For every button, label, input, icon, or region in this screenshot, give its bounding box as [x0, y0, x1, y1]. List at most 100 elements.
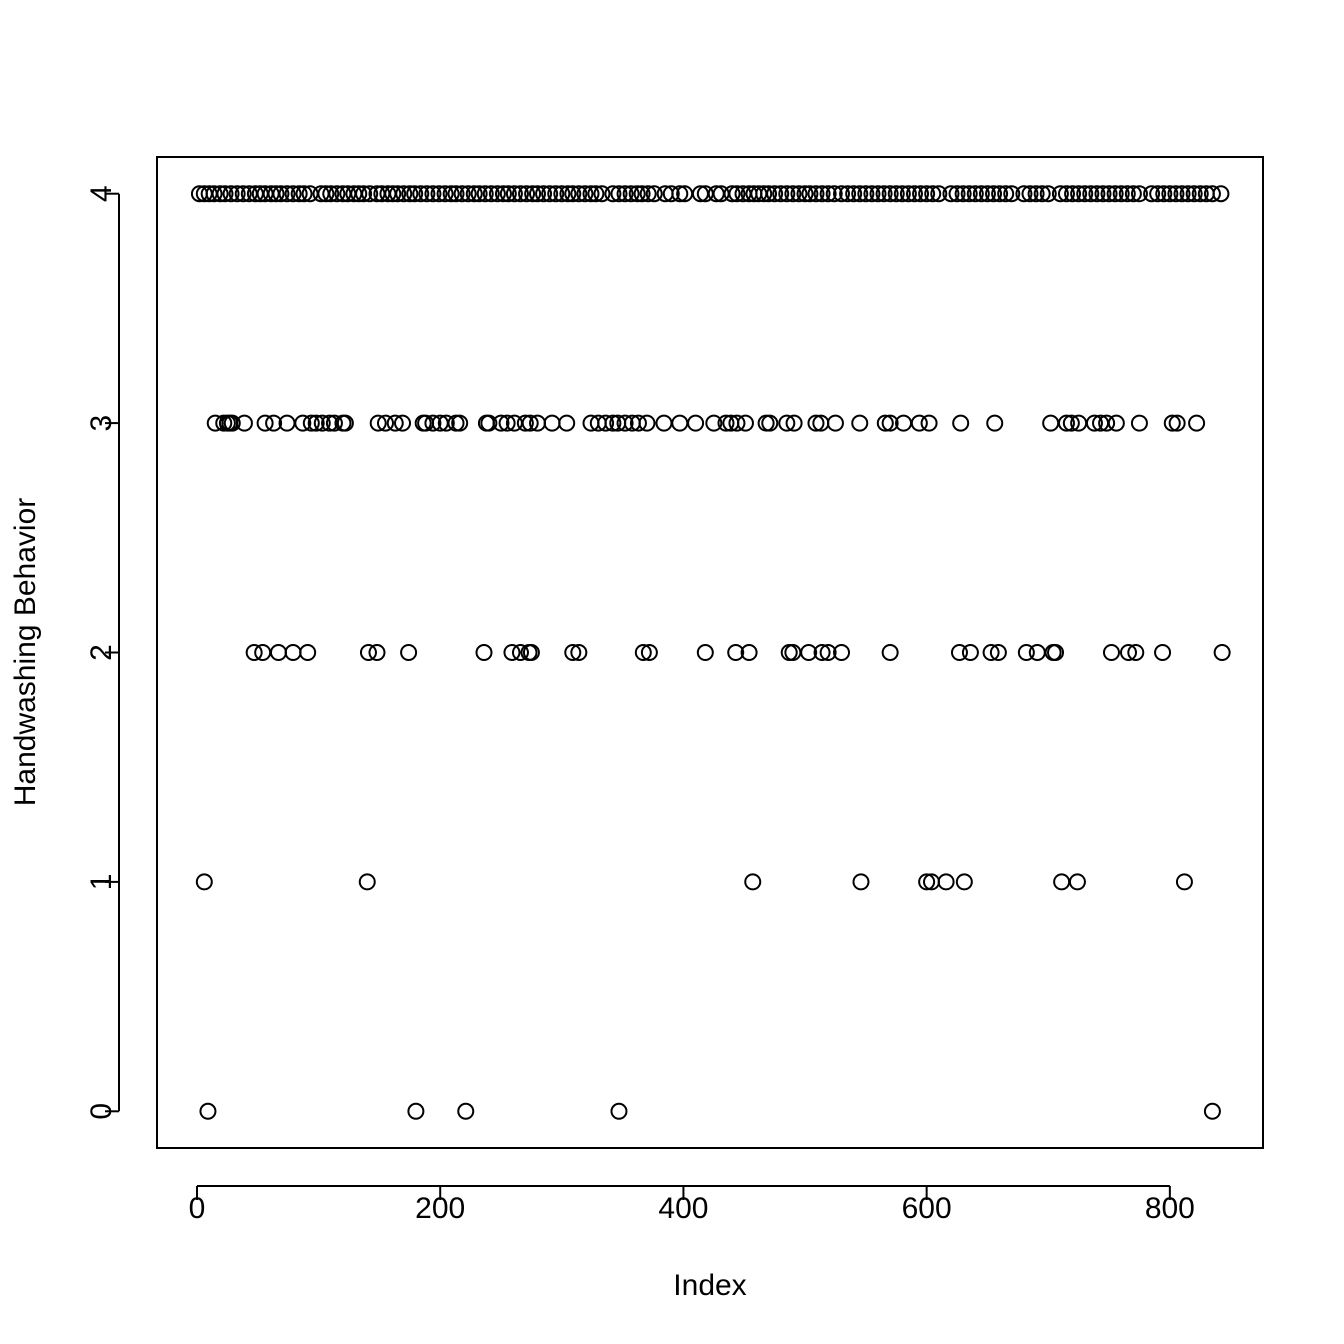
point — [875, 185, 893, 203]
point — [851, 414, 869, 432]
point — [1154, 644, 1172, 661]
point — [1051, 185, 1069, 203]
point — [570, 644, 588, 661]
point — [869, 185, 887, 203]
point — [1076, 185, 1094, 203]
point — [801, 185, 819, 203]
x-tick-label: 600 — [902, 1192, 952, 1225]
point — [265, 414, 283, 432]
point — [470, 185, 488, 203]
point — [876, 414, 894, 432]
point — [766, 185, 784, 203]
point — [1003, 185, 1021, 203]
point — [796, 185, 814, 203]
point — [800, 644, 818, 661]
x-tick-label: 200 — [415, 1192, 465, 1225]
point — [358, 873, 376, 891]
point — [511, 185, 529, 203]
point — [780, 644, 798, 661]
point — [503, 644, 521, 661]
point — [384, 185, 402, 203]
point — [424, 185, 442, 203]
point — [395, 185, 413, 203]
point — [1098, 414, 1116, 432]
point — [359, 644, 377, 661]
x-tick-label: 400 — [658, 1192, 708, 1225]
point — [1100, 185, 1118, 203]
point — [430, 185, 448, 203]
point — [948, 185, 966, 203]
point — [785, 414, 803, 432]
point — [930, 185, 948, 203]
point — [582, 185, 600, 203]
point — [322, 185, 340, 203]
point — [955, 873, 973, 891]
point — [893, 185, 911, 203]
point — [696, 644, 714, 661]
point — [278, 185, 296, 203]
y-axis-label: Handwashing Behavior — [9, 498, 42, 807]
point — [1203, 1102, 1221, 1120]
point — [499, 185, 517, 203]
point — [376, 414, 394, 432]
point — [254, 644, 272, 661]
point — [604, 185, 622, 203]
point — [511, 644, 529, 661]
point — [558, 414, 576, 432]
point — [845, 185, 863, 203]
point — [488, 185, 506, 203]
point — [389, 185, 407, 203]
point — [1203, 185, 1221, 203]
point — [386, 414, 404, 432]
point — [407, 1102, 425, 1120]
point — [437, 414, 455, 432]
point — [826, 414, 844, 432]
point — [662, 185, 680, 203]
point — [991, 185, 1009, 203]
point — [728, 414, 746, 432]
point — [482, 185, 500, 203]
point — [622, 185, 640, 203]
point — [950, 644, 968, 661]
point — [671, 185, 689, 203]
point — [757, 414, 775, 432]
point — [881, 644, 899, 661]
point — [1027, 185, 1045, 203]
point — [1082, 185, 1100, 203]
point — [1161, 185, 1179, 203]
point — [985, 185, 1003, 203]
point — [905, 185, 923, 203]
point — [899, 185, 917, 203]
point — [1191, 185, 1209, 203]
point — [1143, 185, 1161, 203]
point — [1120, 644, 1138, 661]
point — [671, 414, 689, 432]
point — [401, 185, 419, 203]
point — [881, 185, 899, 203]
point — [424, 414, 442, 432]
point — [543, 414, 561, 432]
y-tick-label: 4 — [85, 185, 118, 202]
point — [492, 414, 510, 432]
point — [918, 873, 936, 891]
point — [350, 185, 368, 203]
point — [1112, 185, 1130, 203]
point — [961, 644, 979, 661]
point — [284, 185, 302, 203]
point — [459, 185, 477, 203]
point — [918, 185, 936, 203]
point — [1094, 185, 1112, 203]
point — [966, 185, 984, 203]
point — [1173, 185, 1191, 203]
point — [453, 185, 471, 203]
point — [447, 414, 465, 432]
point — [328, 185, 346, 203]
point — [205, 185, 223, 203]
point — [986, 414, 1004, 432]
point — [1163, 414, 1181, 432]
point — [1033, 185, 1051, 203]
point — [494, 185, 512, 203]
point — [1047, 644, 1065, 661]
point — [361, 185, 379, 203]
point — [839, 185, 857, 203]
